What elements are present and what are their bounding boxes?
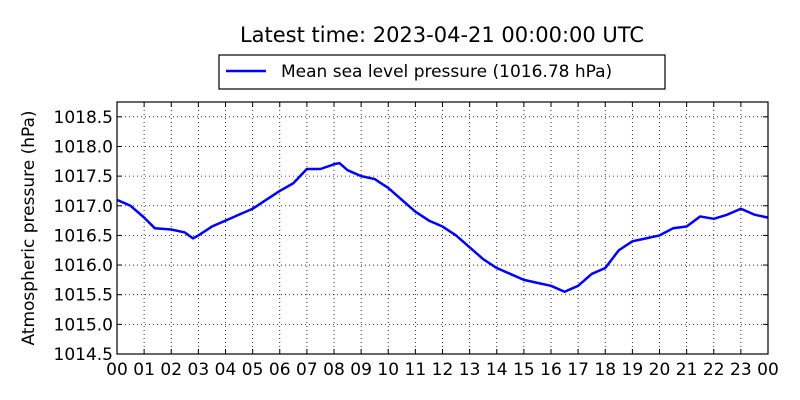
- y-tick-label: 1018.5: [54, 108, 113, 128]
- y-tick-label: 1014.5: [54, 345, 113, 365]
- x-tick-label: 08: [323, 360, 345, 380]
- legend-box: [218, 54, 666, 90]
- x-tick-label: 19: [622, 360, 644, 380]
- x-tick-label: 22: [703, 360, 725, 380]
- chart-title: Latest time: 2023-04-21 00:00:00 UTC: [240, 23, 644, 47]
- y-tick-label: 1015.0: [54, 315, 113, 335]
- x-tick-label: 05: [242, 360, 264, 380]
- x-tick-label: 18: [594, 360, 616, 380]
- x-tick-label: 14: [486, 360, 508, 380]
- x-tick-label: 10: [377, 360, 399, 380]
- legend-label: Mean sea level pressure (1016.78 hPa): [281, 62, 612, 82]
- x-tick-label: 17: [567, 360, 589, 380]
- y-axis-label: Atmospheric pressure (hPa): [19, 110, 39, 345]
- x-tick-label: 23: [730, 360, 752, 380]
- series-line: [116, 161, 769, 293]
- x-tick-label: 00: [757, 360, 779, 380]
- x-tick-label: 00: [106, 360, 128, 380]
- y-tick-label: 1018.0: [54, 137, 113, 157]
- x-tick-label: 03: [188, 360, 210, 380]
- y-axis-ticks: 1014.5 1015.0 1015.5 1016.0 1016.5 1017.0 1017…: [54, 108, 768, 365]
- plot-frame: [116, 101, 769, 355]
- x-tick-label: 13: [459, 360, 481, 380]
- y-tick-label: 1016.5: [54, 226, 113, 246]
- legend: Mean sea level pressure (1016.78 hPa): [218, 54, 666, 90]
- y-tick-label: 1016.0: [54, 256, 113, 276]
- x-tick-label: 06: [269, 360, 291, 380]
- x-tick-label: 04: [215, 360, 237, 380]
- x-tick-label: 02: [160, 360, 182, 380]
- y-tick-label: 1015.5: [54, 286, 113, 306]
- x-tick-label: 16: [540, 360, 562, 380]
- x-tick-label: 20: [649, 360, 671, 380]
- x-tick-label: 01: [133, 360, 155, 380]
- y-tick-label: 1017.0: [54, 197, 113, 217]
- x-tick-label: 09: [350, 360, 372, 380]
- x-tick-label: 07: [296, 360, 318, 380]
- x-tick-label: 12: [432, 360, 454, 380]
- x-tick-label: 15: [513, 360, 535, 380]
- x-tick-label: 11: [405, 360, 427, 380]
- x-axis-ticks: 00 01 02 03 04 05 06 07 08 09 10 11 12 13 14 15 16 17 18 19…: [106, 102, 779, 380]
- x-tick-label: 21: [676, 360, 698, 380]
- y-tick-label: 1017.5: [54, 167, 113, 187]
